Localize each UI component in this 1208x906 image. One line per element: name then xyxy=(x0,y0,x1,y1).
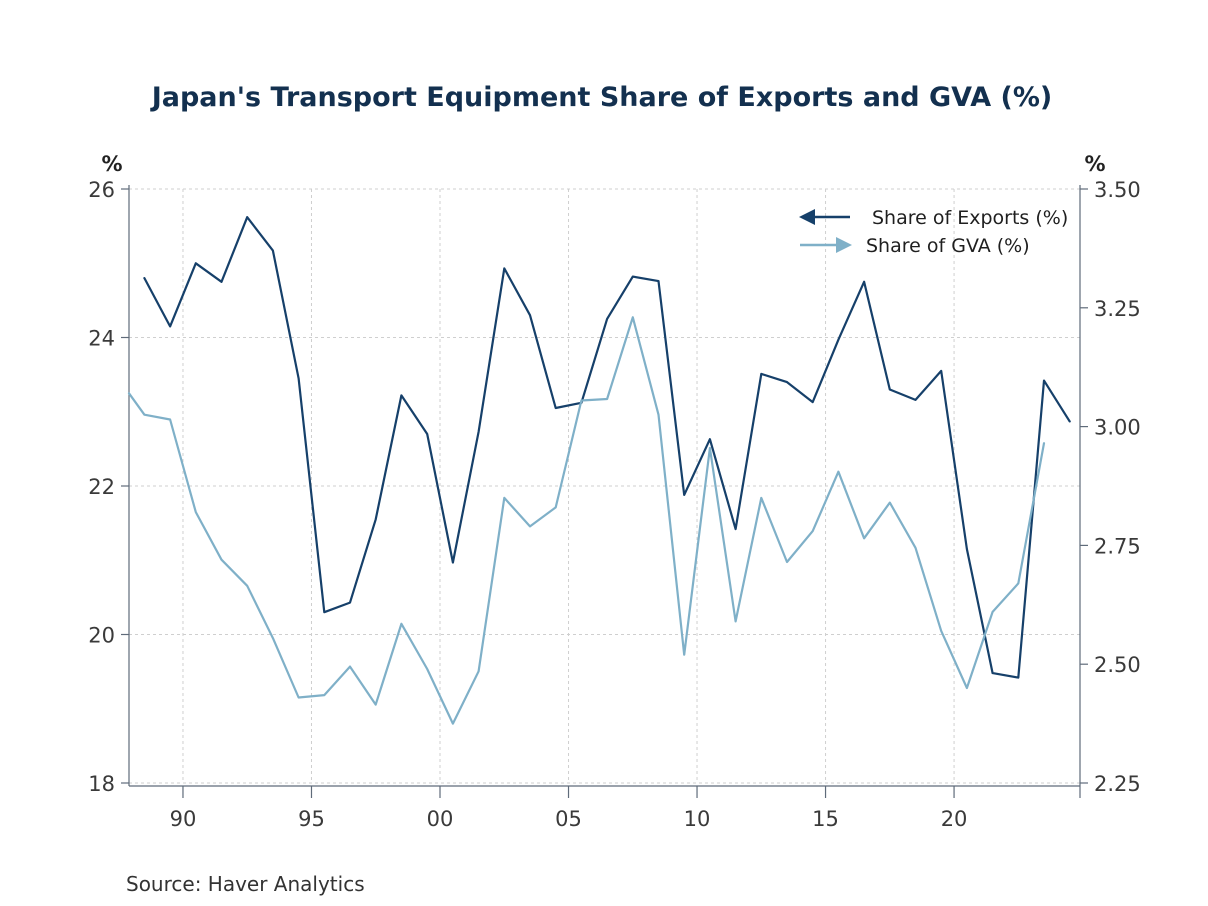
left-tick-label: 18 xyxy=(88,772,115,796)
x-tick-label: 20 xyxy=(941,807,968,831)
legend: Share of Exports (%) Share of GVA (%) xyxy=(799,207,1068,257)
right-tick-label: 2.75 xyxy=(1094,534,1141,558)
x-tick-label: 10 xyxy=(684,807,711,831)
right-tick-label: 2.50 xyxy=(1094,653,1141,677)
right-tick-label: 3.50 xyxy=(1094,178,1141,202)
chart-title: Japan's Transport Equipment Share of Exp… xyxy=(150,82,1053,113)
right-tick-label: 2.25 xyxy=(1094,772,1141,796)
left-axis-ticks: 26 24 22 20 18 xyxy=(88,178,129,796)
right-axis-ticks: 3.50 3.25 3.00 2.75 2.50 2.25 xyxy=(1080,178,1141,796)
source-note: Source: Haver Analytics xyxy=(126,872,365,896)
x-tick-label: 15 xyxy=(812,807,839,831)
legend-label-exports: Share of Exports (%) xyxy=(872,207,1068,229)
right-arrow-icon xyxy=(800,237,852,253)
x-tick-label: 95 xyxy=(298,807,325,831)
right-axis-unit: % xyxy=(1084,152,1105,176)
legend-item-exports: Share of Exports (%) xyxy=(799,207,1068,229)
series-line-exports xyxy=(143,216,1071,679)
x-tick-label: 90 xyxy=(170,807,197,831)
left-tick-label: 24 xyxy=(88,327,115,351)
x-axis-ticks: 90 95 00 05 10 15 20 xyxy=(170,786,968,831)
series-line-gva xyxy=(127,316,1046,725)
left-tick-label: 22 xyxy=(88,475,115,499)
left-axis-unit: % xyxy=(101,152,122,176)
series-layer xyxy=(127,216,1071,725)
legend-item-gva: Share of GVA (%) xyxy=(800,235,1030,257)
legend-label-gva: Share of GVA (%) xyxy=(866,235,1030,257)
gridlines xyxy=(129,188,1080,784)
x-tick-label: 05 xyxy=(555,807,582,831)
left-arrow-icon xyxy=(799,209,850,225)
left-tick-label: 26 xyxy=(88,178,115,202)
right-tick-label: 3.25 xyxy=(1094,297,1141,321)
x-tick-label: 00 xyxy=(427,807,454,831)
left-tick-label: 20 xyxy=(88,624,115,648)
right-tick-label: 3.00 xyxy=(1094,416,1141,440)
